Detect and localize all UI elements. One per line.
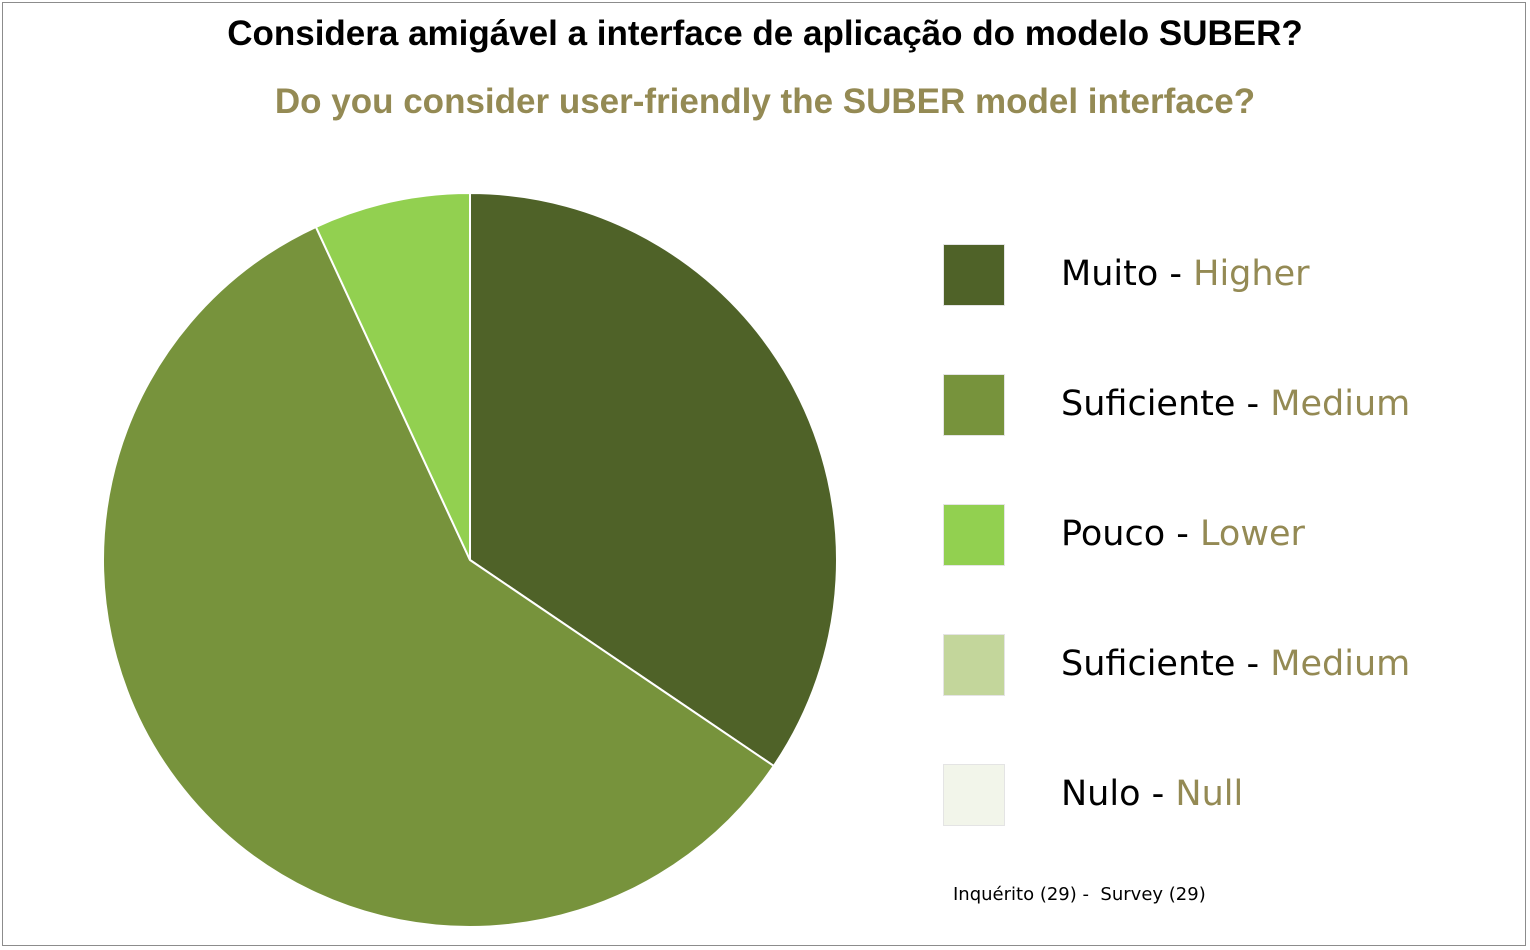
legend-label-pt: Muito	[1061, 254, 1159, 294]
legend-label: Muito - Higher	[1061, 250, 1310, 298]
legend-label-en: Medium	[1270, 644, 1411, 684]
legend-label-en: Lower	[1200, 514, 1305, 554]
legend-label-pt: Suficiente	[1061, 384, 1236, 424]
legend-item: Muito - Higher	[943, 244, 1503, 308]
pie-slice	[314, 191, 471, 561]
legend-swatch	[943, 244, 1005, 306]
chart-subtitle: Do you consider user-friendly the SUBER …	[274, 82, 1256, 121]
legend-swatch	[943, 764, 1005, 826]
legend-label-separator: -	[1235, 644, 1271, 684]
legend-item: Nulo - Null	[943, 764, 1503, 828]
legend-item: Suficiente - Medium	[943, 634, 1503, 698]
legend-label: Nulo - Null	[1061, 770, 1243, 818]
pie-slice	[469, 191, 838, 768]
legend-label: Pouco - Lower	[1061, 510, 1305, 558]
legend-label: Suficiente - Medium	[1061, 640, 1410, 688]
legend-item: Pouco - Lower	[943, 504, 1503, 568]
legend-label-pt: Suficiente	[1061, 644, 1236, 684]
legend-swatch	[943, 374, 1005, 436]
legend-label-en: Higher	[1193, 254, 1310, 294]
pie-slice	[102, 225, 776, 928]
legend-label-en: Null	[1175, 774, 1244, 814]
survey-footnote: Inquérito (29) - Survey (29)	[953, 884, 1206, 905]
legend-swatch	[943, 634, 1005, 696]
legend-label-separator: -	[1165, 514, 1201, 554]
legend-label-separator: -	[1158, 254, 1194, 294]
legend-label-separator: -	[1235, 384, 1271, 424]
legend-item: Suficiente - Medium	[943, 374, 1503, 438]
chart-title: Considera amigável a interface de aplica…	[227, 14, 1303, 53]
legend-label-separator: -	[1140, 774, 1176, 814]
legend-label-pt: Pouco	[1061, 514, 1166, 554]
legend-label: Suficiente - Medium	[1061, 380, 1410, 428]
legend-label-pt: Nulo	[1061, 774, 1141, 814]
legend-swatch	[943, 504, 1005, 566]
legend-label-en: Medium	[1270, 384, 1411, 424]
